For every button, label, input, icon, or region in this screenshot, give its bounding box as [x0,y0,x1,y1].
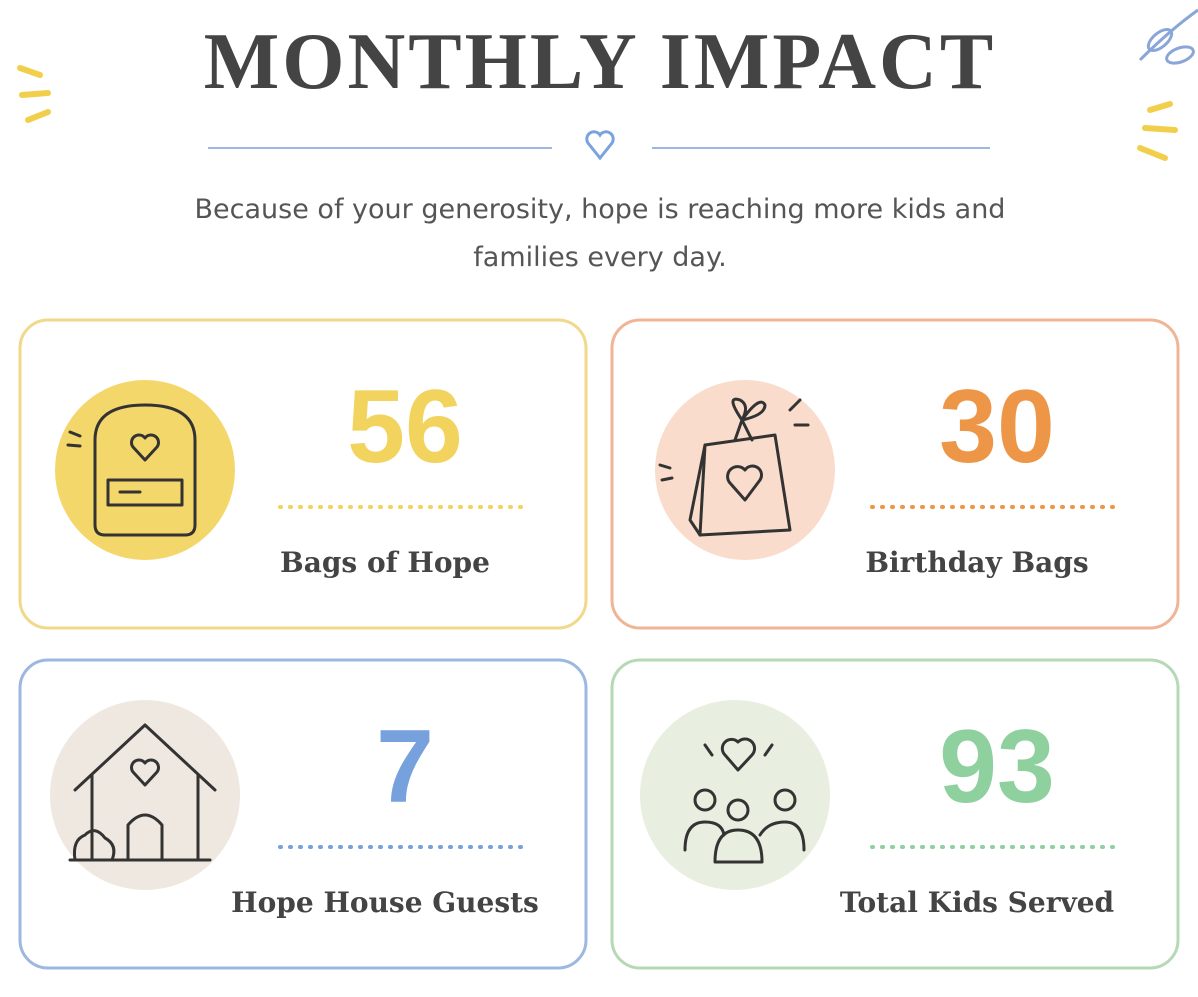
divider [208,130,990,161]
stat-value: 7 [376,709,434,825]
stat-label: Hope House Guests [231,886,539,919]
stat-value: 30 [939,369,1055,485]
gift-bag-icon [658,397,810,537]
stat-value: 93 [939,709,1055,825]
people-icon [683,737,806,864]
stat-label: Total Kids Served [840,886,1114,919]
stat-value: 56 [347,369,463,485]
backpack-icon [66,403,197,537]
title: MONTHLY IMPACT [204,18,996,106]
leaves [1138,8,1198,65]
subtitle: Because of your generosity, hope is reac… [195,194,1006,225]
decor [17,65,1178,161]
subtitle: families every day. [473,242,726,273]
icons [50,380,835,890]
house-icon [68,723,217,862]
stat-label: Birthday Bags [865,546,1088,579]
stat-label: Bags of Hope [280,546,490,579]
